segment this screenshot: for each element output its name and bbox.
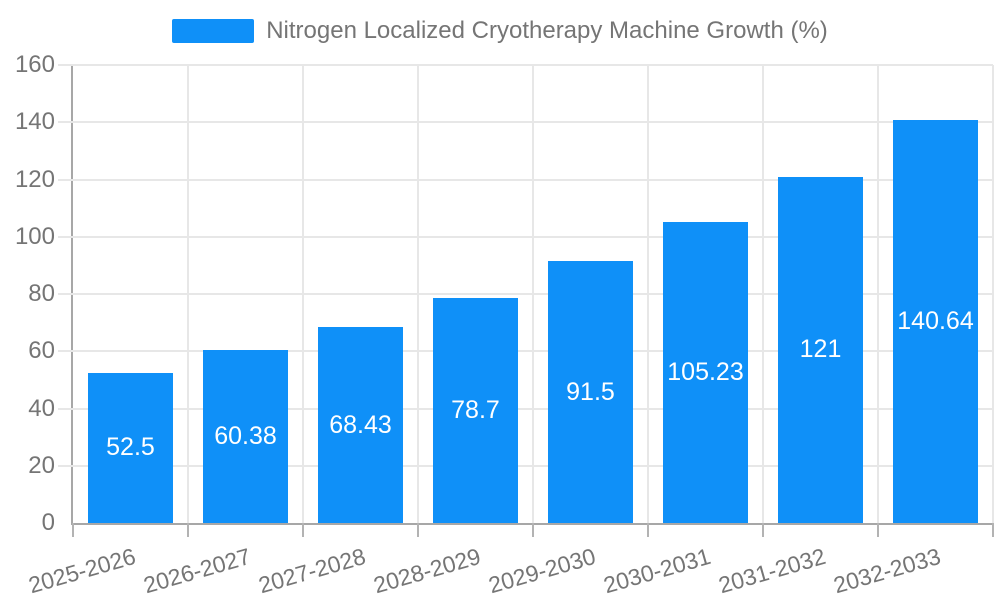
bar-value-label: 105.23 <box>667 357 744 386</box>
y-axis-tick-label: 0 <box>41 509 55 536</box>
x-axis-category-label: 2026-2027 <box>140 542 253 599</box>
gridline-v <box>762 65 764 523</box>
x-axis-category-label: 2032-2033 <box>830 542 943 599</box>
y-axis-tick <box>58 350 73 353</box>
bar-value-label: 52.5 <box>106 433 155 462</box>
x-axis-category-label: 2027-2028 <box>255 542 368 599</box>
y-axis-tick-label: 40 <box>28 394 55 422</box>
bar: 140.64 <box>893 120 978 523</box>
gridline-v <box>417 65 419 523</box>
bar-value-label: 68.43 <box>329 410 392 439</box>
bar-value-label: 140.64 <box>897 307 974 336</box>
x-axis-tick <box>762 523 764 537</box>
y-axis-tick-label: 160 <box>14 51 55 78</box>
bar: 78.7 <box>433 297 518 523</box>
x-axis-tick <box>417 523 419 537</box>
legend-swatch <box>172 19 255 43</box>
y-axis-tick <box>58 235 73 238</box>
bar-value-label: 60.38 <box>214 422 277 451</box>
y-axis-tick-label: 20 <box>28 451 55 479</box>
y-axis-tick <box>58 407 73 410</box>
legend[interactable]: Nitrogen Localized Cryotherapy Machine G… <box>0 17 1000 45</box>
x-axis-tick <box>877 523 879 537</box>
gridline-v <box>302 65 304 523</box>
x-axis-tick <box>302 523 304 537</box>
x-axis-category-label: 2028-2029 <box>370 542 483 599</box>
x-axis-category-label: 2025-2026 <box>25 542 138 599</box>
y-axis-tick-label: 100 <box>14 222 55 250</box>
x-axis-tick <box>992 523 994 537</box>
y-axis-tick <box>58 464 73 467</box>
gridline-v <box>532 65 534 523</box>
bar: 60.38 <box>203 350 288 523</box>
x-axis-category-label: 2029-2030 <box>485 542 598 599</box>
y-axis-tick-label: 60 <box>28 337 55 365</box>
bar: 105.23 <box>663 221 748 523</box>
x-axis-category-label: 2031-2032 <box>715 542 828 599</box>
bar: 91.5 <box>548 261 633 523</box>
x-axis-tick <box>187 523 189 537</box>
bar-value-label: 91.5 <box>566 377 615 406</box>
y-axis-tick <box>58 64 73 66</box>
bar: 121 <box>778 176 863 523</box>
y-axis-tick-label: 140 <box>14 108 55 136</box>
bar-value-label: 121 <box>799 335 842 364</box>
y-axis-tick-label: 120 <box>14 165 55 193</box>
bar: 68.43 <box>318 327 403 523</box>
legend-label: Nitrogen Localized Cryotherapy Machine G… <box>266 17 828 44</box>
y-axis-tick-label: 80 <box>28 280 55 307</box>
gridline-v <box>992 65 994 523</box>
x-axis-tick <box>72 523 74 537</box>
plot-area: 52.5 60.38 68.43 78.7 91.5 105.23 121 140.64 <box>58 64 994 537</box>
x-axis-category-label: 2030-2031 <box>600 542 713 599</box>
bar: 52.5 <box>88 372 173 523</box>
y-axis-tick <box>58 293 73 295</box>
x-axis-tick <box>532 523 534 537</box>
gridline-v <box>187 65 189 523</box>
y-axis-tick <box>58 121 73 124</box>
gridline-v <box>877 65 879 523</box>
y-axis-tick <box>58 178 73 181</box>
bar-value-label: 78.7 <box>451 395 500 424</box>
gridline-v <box>647 65 649 523</box>
x-axis-tick <box>647 523 649 537</box>
